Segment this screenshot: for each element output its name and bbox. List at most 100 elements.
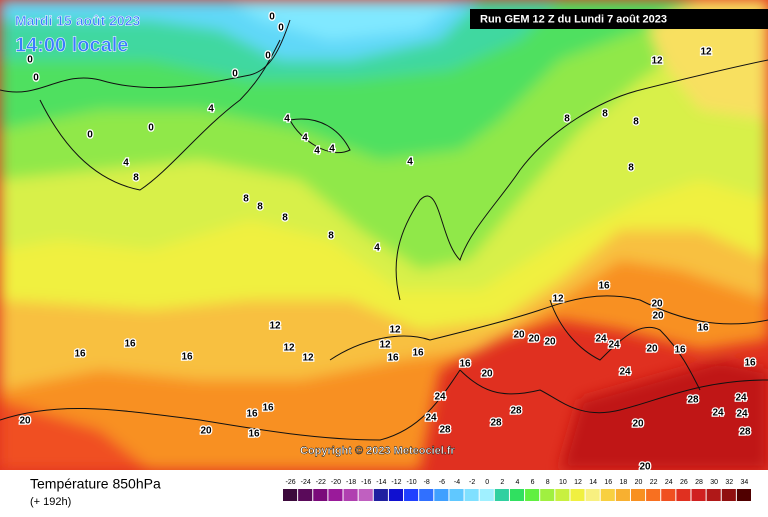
contour-label: 28 — [739, 427, 751, 438]
contour-label: 8 — [564, 114, 570, 125]
scale-swatch — [283, 489, 298, 501]
scale-swatch — [570, 489, 585, 501]
scale-label: 34 — [741, 479, 749, 486]
forecast-time: 14:00 locale — [15, 34, 128, 56]
scale-label: -12 — [391, 479, 401, 486]
contour-label: 0 — [33, 73, 39, 84]
scale-swatch — [358, 489, 373, 501]
scale-swatch — [555, 489, 570, 501]
color-scale: -26 -24 -22 -20 -18 -16 -14 -12 -10 -8 -6 -4 -2 0 2 4 6 8… — [283, 479, 751, 501]
scale-swatch — [464, 489, 479, 501]
scale-swatch — [600, 489, 615, 501]
contour-label: 0 — [87, 130, 93, 141]
scale-label: -22 — [316, 479, 326, 486]
scale-swatch — [494, 489, 509, 501]
contour-label: 12 — [700, 47, 712, 58]
contour-label: 20 — [481, 369, 493, 380]
scale-label: 24 — [665, 479, 673, 486]
contour-label: 0 — [269, 12, 275, 23]
contour-label: 24 — [608, 340, 620, 351]
scale-swatch — [525, 489, 540, 501]
contour-label: 20 — [528, 334, 540, 345]
footer-lead: (+ 192h) — [30, 496, 71, 508]
contour-label: 24 — [595, 334, 607, 345]
contour-label: 16 — [674, 345, 686, 356]
temperature-field — [0, 0, 768, 470]
scale-label: 4 — [516, 479, 520, 486]
contour-label: 0 — [232, 69, 238, 80]
scale-swatch — [434, 489, 449, 501]
contour-label: 16 — [744, 358, 756, 369]
scale-swatch — [615, 489, 630, 501]
scale-label: -6 — [439, 479, 445, 486]
scale-label: -10 — [407, 479, 417, 486]
contour-label: 12 — [269, 321, 281, 332]
contour-label: 16 — [697, 323, 709, 334]
scale-label: -8 — [424, 479, 430, 486]
scale-swatch — [691, 489, 706, 501]
contour-label: 0 — [265, 51, 271, 62]
scale-swatch — [661, 489, 676, 501]
contour-label: 4 — [314, 146, 320, 157]
scale-label: 0 — [485, 479, 489, 486]
contour-label: 8 — [257, 202, 263, 213]
scale-label: 6 — [531, 479, 535, 486]
scale-swatch — [585, 489, 600, 501]
contour-label: 12 — [379, 340, 391, 351]
scale-swatch — [313, 489, 328, 501]
scale-swatch — [706, 489, 721, 501]
forecast-date: Mardi 15 août 2023 — [15, 13, 140, 29]
contour-label: 20 — [19, 416, 31, 427]
scale-swatch — [479, 489, 494, 501]
scale-label: 12 — [574, 479, 582, 486]
contour-label: 24 — [712, 408, 724, 419]
run-info: Run GEM 12 Z du Lundi 7 août 2023 — [480, 13, 667, 25]
contour-label: 28 — [510, 406, 522, 417]
scale-label: 22 — [650, 479, 658, 486]
scale-swatch — [646, 489, 661, 501]
scale-label: -16 — [361, 479, 371, 486]
scale-swatch — [509, 489, 525, 501]
contour-label: 8 — [602, 109, 608, 120]
run-box — [470, 9, 768, 29]
contour-label: 0 — [148, 123, 154, 134]
scale-label: -26 — [286, 479, 296, 486]
scale-label: -4 — [454, 479, 460, 486]
scale-label: 10 — [559, 479, 567, 486]
contour-label: 12 — [389, 325, 401, 336]
contour-label: 8 — [328, 231, 334, 242]
contour-label: 4 — [208, 104, 214, 115]
scale-swatch — [404, 489, 419, 501]
contour-label: 4 — [407, 157, 413, 168]
contour-label: 16 — [598, 281, 610, 292]
contour-label: 8 — [633, 117, 639, 128]
contour-label: 20 — [651, 299, 663, 310]
scale-label: -2 — [469, 479, 475, 486]
contour-label: 24 — [735, 393, 747, 404]
scale-label: 30 — [710, 479, 718, 486]
contour-label: 28 — [439, 425, 451, 436]
copyright: Copyright © 2023 Meteociel.fr — [300, 445, 456, 457]
contour-label: 20 — [646, 344, 658, 355]
contour-label: 0 — [278, 23, 284, 34]
contour-label: 4 — [302, 133, 308, 144]
footer-title: Température 850hPa — [30, 476, 161, 492]
scale-label: -20 — [331, 479, 341, 486]
contour-label: 8 — [243, 194, 249, 205]
contour-label: 12 — [552, 294, 564, 305]
contour-label: 20 — [200, 426, 212, 437]
scale-swatch — [736, 489, 751, 501]
contour-label: 16 — [74, 349, 86, 360]
contour-label: 4 — [284, 114, 290, 125]
contour-label: 12 — [302, 353, 314, 364]
scale-label: 26 — [680, 479, 688, 486]
contour-label: 20 — [632, 419, 644, 430]
contour-label: 0 — [27, 55, 33, 66]
scale-swatch — [721, 489, 736, 501]
contour-label: 24 — [425, 413, 437, 424]
contour-label: 12 — [651, 56, 663, 67]
contour-label: 8 — [282, 213, 288, 224]
contour-label: 16 — [459, 359, 471, 370]
